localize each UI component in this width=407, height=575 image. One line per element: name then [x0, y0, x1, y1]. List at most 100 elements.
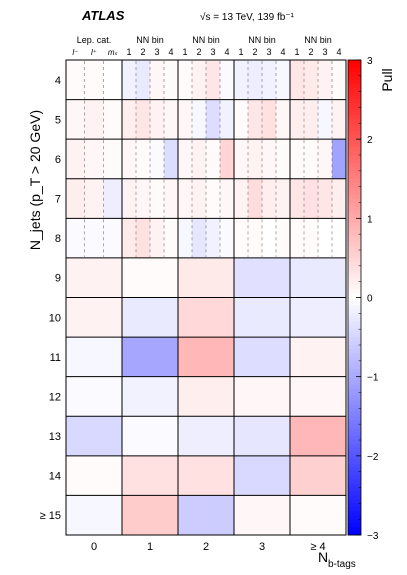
heatmap-cell [248, 60, 263, 100]
heatmap-cell [84, 60, 104, 100]
x-tick-label: 3 [259, 541, 265, 553]
colorbar-segment [348, 127, 361, 132]
heatmap-cell [122, 178, 137, 219]
heatmap-cell [122, 416, 179, 457]
colorbar-segment [348, 531, 361, 536]
heatmap-cell [304, 99, 319, 140]
colorbar-segment [348, 463, 361, 469]
colorbar-segment [348, 309, 361, 314]
x-tick-label: 1 [147, 541, 153, 553]
colorbar-segment [348, 60, 361, 65]
sub-bin-label: l⁺ [91, 48, 97, 57]
colorbar-segment [348, 515, 361, 520]
colorbar-segment [348, 372, 361, 378]
colorbar-segment [348, 432, 361, 437]
heatmap-cell [66, 495, 123, 536]
colorbar-segment [348, 408, 361, 413]
colorbar-segment [348, 443, 361, 449]
heatmap-cell [290, 416, 347, 457]
colorbar-segment [348, 384, 361, 389]
colorbar-segment [348, 400, 361, 405]
heatmap-cell [304, 218, 319, 259]
colorbar-segment [348, 194, 361, 199]
colorbar-segment [348, 451, 361, 457]
sub-bin-label: 4 [168, 47, 173, 57]
colorbar-segment [348, 337, 361, 342]
colorbar-segment [348, 214, 361, 219]
heatmap-cell [220, 178, 235, 219]
colorbar-segment [348, 226, 361, 231]
x-tick-label: ≥ 4 [310, 541, 325, 553]
heatmap-cell [178, 218, 193, 259]
colorbar-segment [348, 71, 361, 77]
heatmap-cell [290, 99, 305, 140]
sub-header: Lep. cat. [77, 35, 112, 45]
x-tick-label: 0 [91, 541, 97, 553]
heatmap-cell [178, 178, 193, 219]
heatmap-cell [122, 455, 179, 496]
heatmap-cell [262, 60, 277, 100]
heatmap-cell [234, 60, 249, 100]
sub-bin-label: 4 [280, 47, 285, 57]
heatmap-cell [332, 178, 347, 219]
sub-header: NN bin [136, 35, 164, 45]
colorbar-segment [348, 103, 361, 108]
y-tick-label: 14 [49, 471, 61, 483]
heatmap-cell [66, 99, 85, 140]
heatmap-cell [164, 218, 179, 259]
heatmap-cell [178, 416, 235, 457]
heatmap-cell [290, 337, 347, 377]
colorbar-segment [348, 428, 361, 433]
colorbar-segment [348, 483, 361, 488]
colorbar-segment [348, 174, 361, 180]
y-tick-label: 6 [55, 154, 61, 166]
y-tick-label: 7 [55, 194, 61, 206]
colorbar-segment [348, 305, 361, 310]
heatmap-cell [332, 99, 347, 140]
heatmap-cell [66, 337, 123, 377]
heatmap-cell [262, 99, 277, 140]
colorbar-segment [348, 79, 361, 85]
heatmap-cell [84, 218, 104, 259]
sub-bin-label: 1 [238, 47, 243, 57]
colorbar-segment [348, 313, 361, 318]
colorbar-segment [348, 329, 361, 334]
heatmap-cell [318, 60, 333, 100]
heatmap-cell [136, 139, 151, 180]
heatmap-cell [290, 455, 347, 496]
sub-bin-label: 3 [210, 47, 215, 57]
atlas-label: ATLAS [81, 8, 125, 23]
sub-bin-label: 3 [266, 47, 271, 57]
heatmap-cell [84, 99, 104, 140]
heatmap-cell [192, 178, 207, 219]
colorbar-tick-label: −1 [367, 373, 379, 384]
heatmap-cell [234, 99, 249, 140]
y-tick-label: 10 [49, 312, 61, 324]
colorbar-segment [348, 380, 361, 385]
colorbar-segment [348, 147, 361, 152]
heatmap-cell [122, 60, 137, 100]
heatmap-cell [276, 218, 291, 259]
colorbar-segment [348, 527, 361, 532]
colorbar-segment [348, 364, 361, 370]
colorbar-segment [348, 321, 361, 326]
heatmap-cell [150, 218, 165, 259]
heatmap-cell [318, 139, 333, 180]
heatmap-cell [234, 297, 291, 338]
heatmap-cell [103, 178, 123, 219]
heatmap-cells [66, 60, 347, 536]
colorbar-segment [348, 75, 361, 81]
heatmap-cell [122, 139, 137, 180]
heatmap-cell [206, 99, 221, 140]
colorbar-segment [348, 325, 361, 330]
colorbar-segment [348, 206, 361, 211]
sub-bin-label: 1 [294, 47, 299, 57]
colorbar-segment [348, 155, 361, 160]
heatmap-cell [332, 139, 347, 180]
colorbar-segment [348, 257, 361, 263]
sub-bin-label: l⁻ [72, 48, 78, 57]
heatmap-cell [150, 99, 165, 140]
sub-bin-label: 2 [252, 47, 257, 57]
colorbar-segment [348, 281, 361, 287]
heatmap-cell [234, 337, 291, 377]
